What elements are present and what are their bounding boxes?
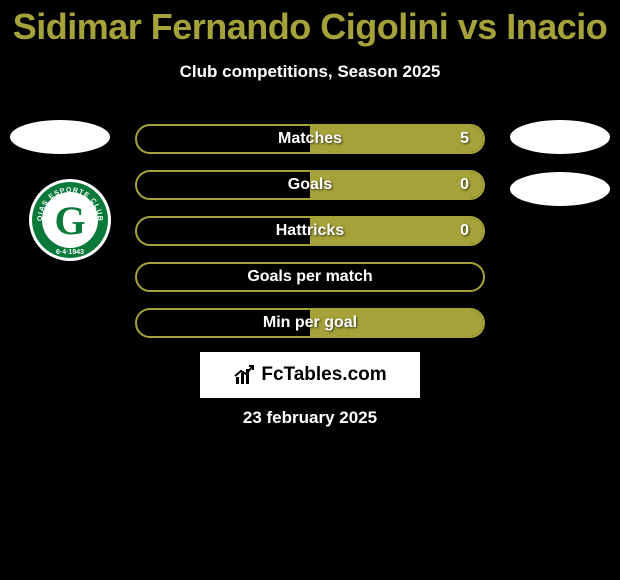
goias-badge-icon: G GOIAS ESPORTE CLUBE 6·4·1943 — [28, 178, 112, 262]
chart-icon — [233, 363, 257, 387]
stat-value-right: 5 — [460, 130, 469, 148]
svg-text:6·4·1943: 6·4·1943 — [56, 249, 84, 256]
player-left-avatar — [10, 120, 110, 154]
stat-row: Goals 0 — [135, 170, 485, 200]
club-right-badge — [510, 172, 610, 206]
watermark-text: FcTables.com — [261, 364, 386, 386]
stat-row: Matches 5 — [135, 124, 485, 154]
stat-label: Goals — [288, 176, 332, 194]
page-title: Sidimar Fernando Cigolini vs Inacio — [0, 0, 620, 48]
date-label: 23 february 2025 — [0, 408, 620, 428]
page-subtitle: Club competitions, Season 2025 — [0, 62, 620, 82]
stat-label: Goals per match — [247, 268, 372, 286]
stat-value-right: 0 — [460, 222, 469, 240]
stat-label: Matches — [278, 130, 342, 148]
stat-label: Min per goal — [263, 314, 357, 332]
stat-label: Hattricks — [276, 222, 344, 240]
stat-fill — [310, 172, 483, 198]
svg-text:G: G — [54, 198, 85, 243]
stat-value-right: 0 — [460, 176, 469, 194]
stat-row: Hattricks 0 — [135, 216, 485, 246]
stat-row: Min per goal — [135, 308, 485, 338]
stat-row: Goals per match — [135, 262, 485, 292]
club-left-badge: G GOIAS ESPORTE CLUBE 6·4·1943 — [28, 178, 112, 267]
stats-table: Matches 5 Goals 0 Hattricks 0 Goals per match M… — [135, 124, 485, 354]
player-right-avatar — [510, 120, 610, 154]
watermark: FcTables.com — [200, 352, 420, 398]
